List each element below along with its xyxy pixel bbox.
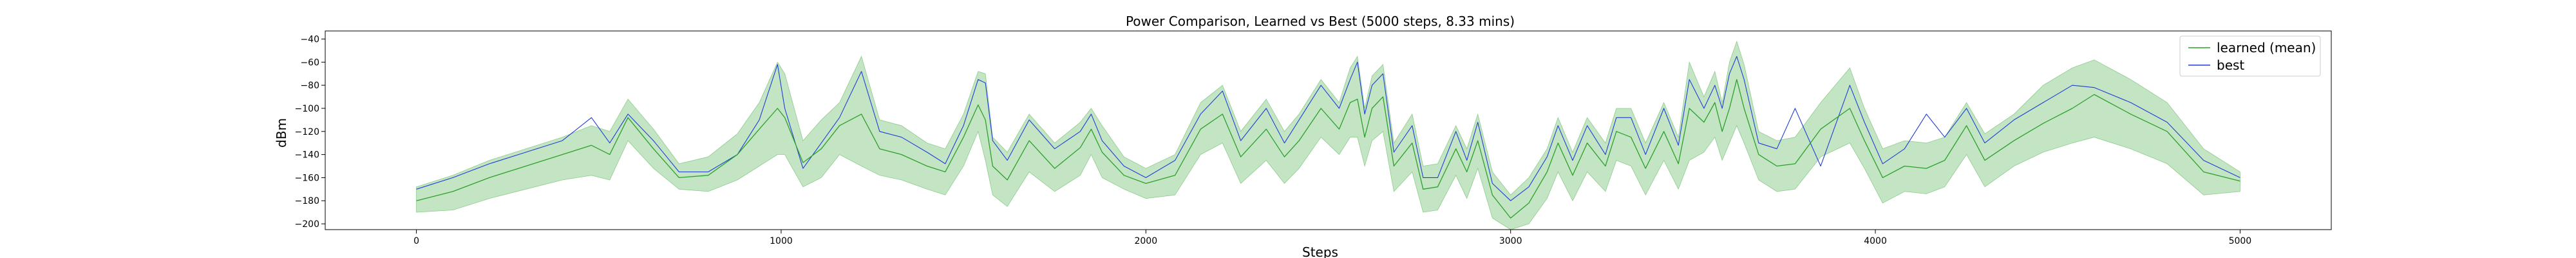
y-tick-label: −100 — [295, 104, 319, 114]
legend-label-learned: learned (mean) — [2217, 40, 2316, 55]
legend: learned (mean) best — [2180, 36, 2320, 76]
y-tick-label: −160 — [295, 173, 319, 183]
chart-title: Power Comparison, Learned vs Best (5000 … — [1126, 14, 1515, 29]
y-tick-label: −80 — [300, 81, 319, 91]
x-tick-label: 1000 — [770, 236, 793, 246]
x-tick-label: 3000 — [1499, 236, 1522, 246]
x-axis-title: Steps — [1302, 244, 1338, 258]
y-tick-label: −40 — [300, 35, 319, 45]
x-tick-label: 2000 — [1134, 236, 1157, 246]
y-tick-label: −120 — [295, 127, 319, 137]
y-axis-title: dBm — [274, 118, 289, 148]
x-tick-label: 5000 — [2229, 236, 2252, 246]
y-tick-label: −200 — [295, 219, 319, 230]
legend-label-best: best — [2217, 57, 2244, 73]
y-tick-label: −180 — [295, 196, 319, 206]
x-tick-label: 4000 — [1864, 236, 1887, 246]
y-tick-label: −140 — [295, 150, 319, 161]
y-tick-label: −60 — [300, 57, 319, 68]
x-tick-label: 0 — [413, 236, 419, 246]
